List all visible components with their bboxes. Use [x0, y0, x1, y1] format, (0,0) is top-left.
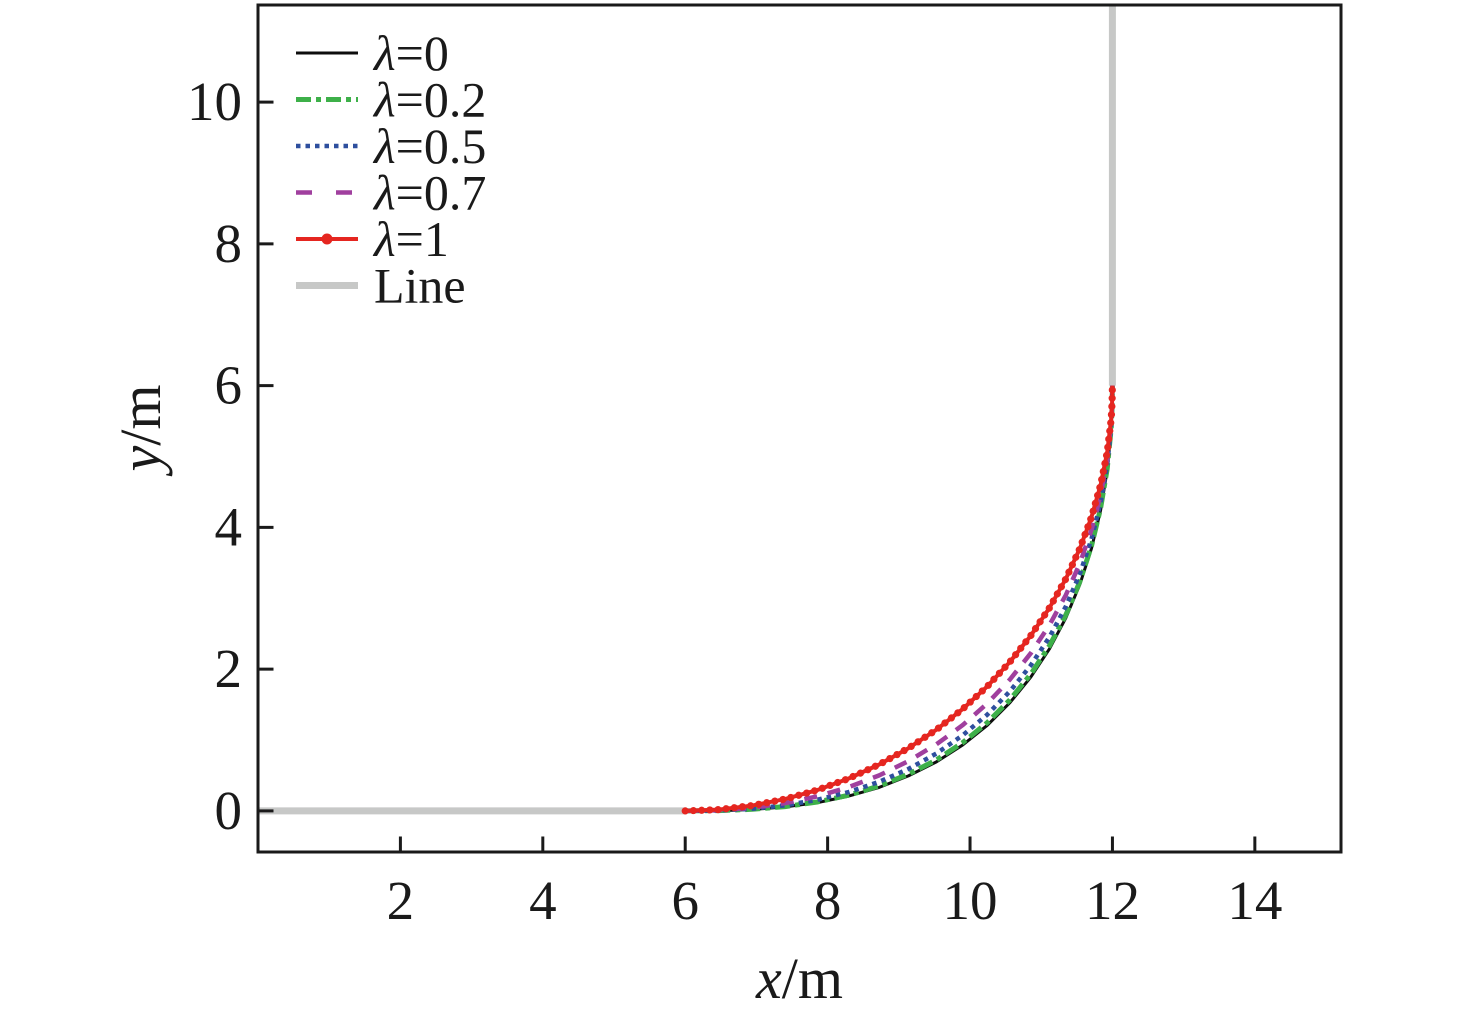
y-tick-label-6: 6	[215, 355, 243, 416]
legend-label-2: λ=0.5	[372, 118, 486, 174]
legend-marker-dot-4	[321, 233, 333, 245]
series-curve-lambda-4	[685, 385, 1115, 813]
x-tick-label-6: 6	[671, 870, 699, 931]
x-tick-label-12: 12	[1085, 870, 1140, 931]
y-tick-label-4: 4	[215, 496, 243, 557]
series-curve-lambda-0	[685, 385, 1114, 813]
legend-label-4: λ=1	[372, 211, 449, 267]
legend-label-3: λ=0.7	[372, 165, 486, 221]
y-tick-label-10: 10	[187, 71, 242, 132]
series-curve-lambda-1	[685, 385, 1115, 814]
legend-label-5: Line	[374, 258, 466, 314]
y-axis-label: y/m	[108, 385, 173, 477]
y-tick-label-2: 2	[215, 638, 243, 699]
legend-label-1: λ=0.2	[372, 72, 486, 128]
x-tick-label-10: 10	[943, 870, 998, 931]
x-tick-label-14: 14	[1227, 870, 1282, 931]
legend-label-0: λ=0	[372, 25, 449, 81]
series-curve-lambda-3	[685, 385, 1115, 814]
x-tick-label-4: 4	[529, 870, 557, 931]
y-tick-label-0: 0	[215, 780, 243, 841]
series-markers-lambda-4	[681, 382, 1116, 815]
series-curve-lambda-2	[685, 385, 1115, 814]
x-tick-label-8: 8	[814, 870, 842, 931]
y-tick-label-8: 8	[215, 213, 243, 274]
x-axis-label: x/m	[755, 946, 843, 1011]
x-tick-label-2: 2	[387, 870, 415, 931]
plot-border	[256, 3, 1343, 854]
